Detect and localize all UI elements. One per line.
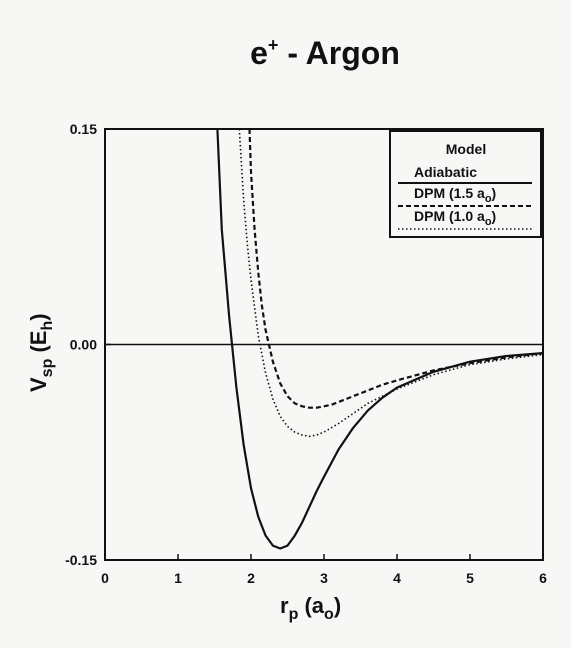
- y-axis-title: Vsp (Eh): [26, 313, 56, 392]
- x-axis-title-unit-close: ): [334, 593, 341, 618]
- series-line-solid: [216, 128, 544, 550]
- chart-title: e+ - Argon: [250, 35, 400, 71]
- x-tick-label: 1: [174, 570, 182, 586]
- series-group: [216, 128, 544, 550]
- series-line-dashed: [248, 128, 544, 409]
- x-tick-label: 3: [320, 570, 328, 586]
- legend-label-adiabatic: Adiabatic: [414, 164, 477, 180]
- x-tick-label: 4: [393, 570, 401, 586]
- x-tick-label: 2: [247, 570, 255, 586]
- x-axis-title-unit-sub: o: [324, 606, 334, 623]
- legend-label-dpm10: DPM (1.0 ao): [414, 208, 496, 228]
- legend: Model Adiabatic DPM (1.5 ao) DPM (1.0 ao…: [389, 130, 542, 238]
- legend-title: Model: [446, 141, 486, 157]
- y-tick-label: 0.15: [70, 121, 97, 137]
- x-tick-label: 6: [539, 570, 547, 586]
- y-axis-title-sub: sp: [39, 358, 56, 377]
- chart-title-rest: - Argon: [278, 35, 399, 71]
- x-axis-title-sub: p: [289, 606, 299, 623]
- chart-title-sup: +: [268, 35, 279, 55]
- y-tick-label: -0.15: [65, 552, 97, 568]
- legend-label-dpm15: DPM (1.5 ao): [414, 185, 496, 205]
- y-ticks: -0.15 0.00 0.15: [65, 121, 111, 568]
- y-axis-title-unit-open: (E: [26, 331, 51, 359]
- series-line-dotted: [238, 128, 544, 438]
- y-axis-title-unit-close: ): [26, 313, 51, 320]
- x-tick-label: 5: [466, 570, 474, 586]
- x-axis-title: rp (ao): [280, 593, 341, 623]
- y-axis-title-main: V: [26, 377, 51, 392]
- y-tick-label: 0.00: [70, 337, 97, 353]
- y-axis-title-unit-sub: h: [39, 321, 56, 331]
- x-tick-label: 0: [101, 570, 109, 586]
- x-ticks: 0 1 2 3 4 5 6: [101, 554, 547, 586]
- x-axis-title-main: r: [280, 593, 289, 618]
- x-axis-title-unit-open: (a: [298, 593, 324, 618]
- chart-title-main: e: [250, 35, 268, 71]
